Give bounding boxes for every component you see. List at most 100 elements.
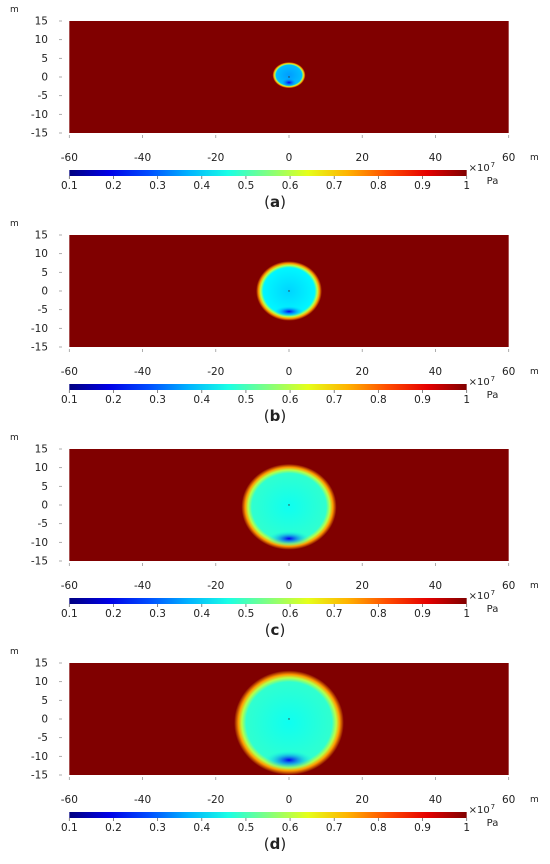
y-tick-label: -10	[31, 751, 48, 763]
dark-spot	[281, 78, 297, 87]
panel-caption: (c)	[265, 621, 286, 639]
colorbar-tick-label: 0.3	[149, 180, 166, 192]
x-tick-label: 0	[286, 366, 293, 378]
colorbar-tick-label: 0.3	[149, 822, 166, 834]
y-tick-label: 10	[35, 248, 48, 260]
x-tick-label: 0	[286, 580, 293, 592]
colorbar	[69, 170, 467, 176]
y-unit-label: m	[10, 5, 19, 15]
y-unit-label: m	[10, 647, 19, 657]
colorbar-exponent: 7	[491, 589, 495, 597]
x-tick-label: 40	[429, 794, 442, 806]
colorbar-tick-label: 0.3	[149, 394, 166, 406]
x-unit-label: m	[530, 153, 539, 163]
x-tick-label: -20	[207, 580, 224, 592]
y-tick-label: -15	[31, 770, 48, 782]
x-tick-label: -60	[61, 152, 78, 164]
x-unit-label: m	[530, 795, 539, 805]
panel-a: m m 15 10 5 0 -5 -10 -15 -60 -40 -20 0 20 40 60 0.1 0.2 0.…	[10, 5, 539, 211]
y-tick-label: 15	[35, 16, 48, 28]
colorbar-tick-label: 0.1	[61, 180, 78, 192]
colorbar-tick-label: 0.6	[282, 822, 299, 834]
colorbar-tick-label: 0.6	[282, 608, 299, 620]
x-unit-label: m	[530, 581, 539, 591]
panel-b: m m 15 10 5 0 -5 -10 -15 -60 -40 -20 0 20 40 60 0.1 0.2 0.…	[10, 219, 539, 425]
y-tick-label: 5	[41, 53, 48, 65]
x-tick-label: -40	[134, 152, 151, 164]
colorbar-multiplier: ×10	[469, 805, 490, 816]
x-tick-label: 40	[429, 152, 442, 164]
colorbar-tick-label: 0.2	[105, 822, 122, 834]
colorbar	[69, 812, 467, 818]
colorbar-tick-label: 0.6	[282, 394, 299, 406]
panel-caption: (d)	[264, 835, 286, 853]
low-pressure-zone	[272, 62, 306, 89]
y-tick-label: -15	[31, 128, 48, 140]
y-tick-label: 0	[41, 500, 48, 512]
y-tick-label: 5	[41, 481, 48, 493]
y-tick-label: -5	[38, 90, 48, 102]
colorbar-multiplier: ×10	[469, 377, 490, 388]
colorbar-tick-label: 0.2	[105, 180, 122, 192]
x-tick-label: -20	[207, 794, 224, 806]
colorbar-tick-label: 0.9	[414, 608, 431, 620]
colorbar-unit: Pa	[487, 818, 499, 829]
dark-spot	[264, 750, 314, 770]
colorbar-unit: Pa	[487, 604, 499, 615]
y-tick-label: -5	[38, 732, 48, 744]
panel-c: m m 15 10 5 0 -5 -10 -15 -60 -40 -20 0 20 40 60 0.1 0.2 0.…	[10, 433, 539, 639]
colorbar-tick-label: 0.8	[370, 608, 387, 620]
x-tick-label: 60	[502, 366, 515, 378]
y-tick-label: -5	[38, 304, 48, 316]
x-unit-label: m	[530, 367, 539, 377]
y-tick-label: 5	[41, 267, 48, 279]
colorbar-tick-label: 1	[463, 822, 470, 834]
x-tick-label: -20	[207, 366, 224, 378]
colorbar-tick-label: 0.1	[61, 608, 78, 620]
y-tick-label: 15	[35, 444, 48, 456]
y-tick-label: 0	[41, 286, 48, 298]
panel-caption: (b)	[264, 407, 286, 425]
zone-group	[272, 62, 306, 89]
colorbar-tick-label: 0.3	[149, 608, 166, 620]
colorbar	[69, 598, 467, 604]
center-marker	[288, 290, 290, 292]
y-tick-label: 10	[35, 462, 48, 474]
y-tick-label: -10	[31, 537, 48, 549]
panel-d: m m 15 10 5 0 -5 -10 -15 -60 -40 -20 0 20 40 60 0.1 0.2 0.…	[10, 647, 539, 853]
colorbar-tick-label: 0.2	[105, 394, 122, 406]
colorbar-tick-label: 0.7	[326, 608, 343, 620]
colorbar	[69, 384, 467, 390]
y-tick-label: 0	[41, 72, 48, 84]
colorbar-tick-label: 0.5	[238, 822, 255, 834]
colorbar-tick-label: 0.1	[61, 822, 78, 834]
colorbar-tick-label: 1	[463, 394, 470, 406]
colorbar-tick-label: 0.7	[326, 180, 343, 192]
y-tick-label: 0	[41, 714, 48, 726]
x-tick-label: 20	[356, 794, 369, 806]
y-tick-label: 5	[41, 695, 48, 707]
colorbar-tick-label: 1	[463, 180, 470, 192]
colorbar-tick-label: 0.8	[370, 394, 387, 406]
dark-spot	[274, 306, 304, 317]
colorbar-multiplier: ×10	[469, 591, 490, 602]
panel-caption: (a)	[264, 193, 286, 211]
y-tick-label: 10	[35, 676, 48, 688]
x-tick-label: 60	[502, 152, 515, 164]
colorbar-tick-label: 0.5	[238, 394, 255, 406]
colorbar-multiplier: ×10	[469, 163, 490, 174]
dark-spot	[267, 530, 311, 547]
y-unit-label: m	[10, 219, 19, 229]
x-tick-label: -40	[134, 580, 151, 592]
center-marker	[288, 504, 290, 506]
center-marker	[288, 718, 290, 720]
colorbar-tick-label: 0.9	[414, 180, 431, 192]
x-tick-label: -20	[207, 152, 224, 164]
x-tick-label: -60	[61, 794, 78, 806]
colorbar-tick-label: 0.4	[193, 180, 210, 192]
y-tick-label: -5	[38, 518, 48, 530]
colorbar-tick-label: 0.7	[326, 822, 343, 834]
colorbar-tick-label: 0.5	[238, 180, 255, 192]
